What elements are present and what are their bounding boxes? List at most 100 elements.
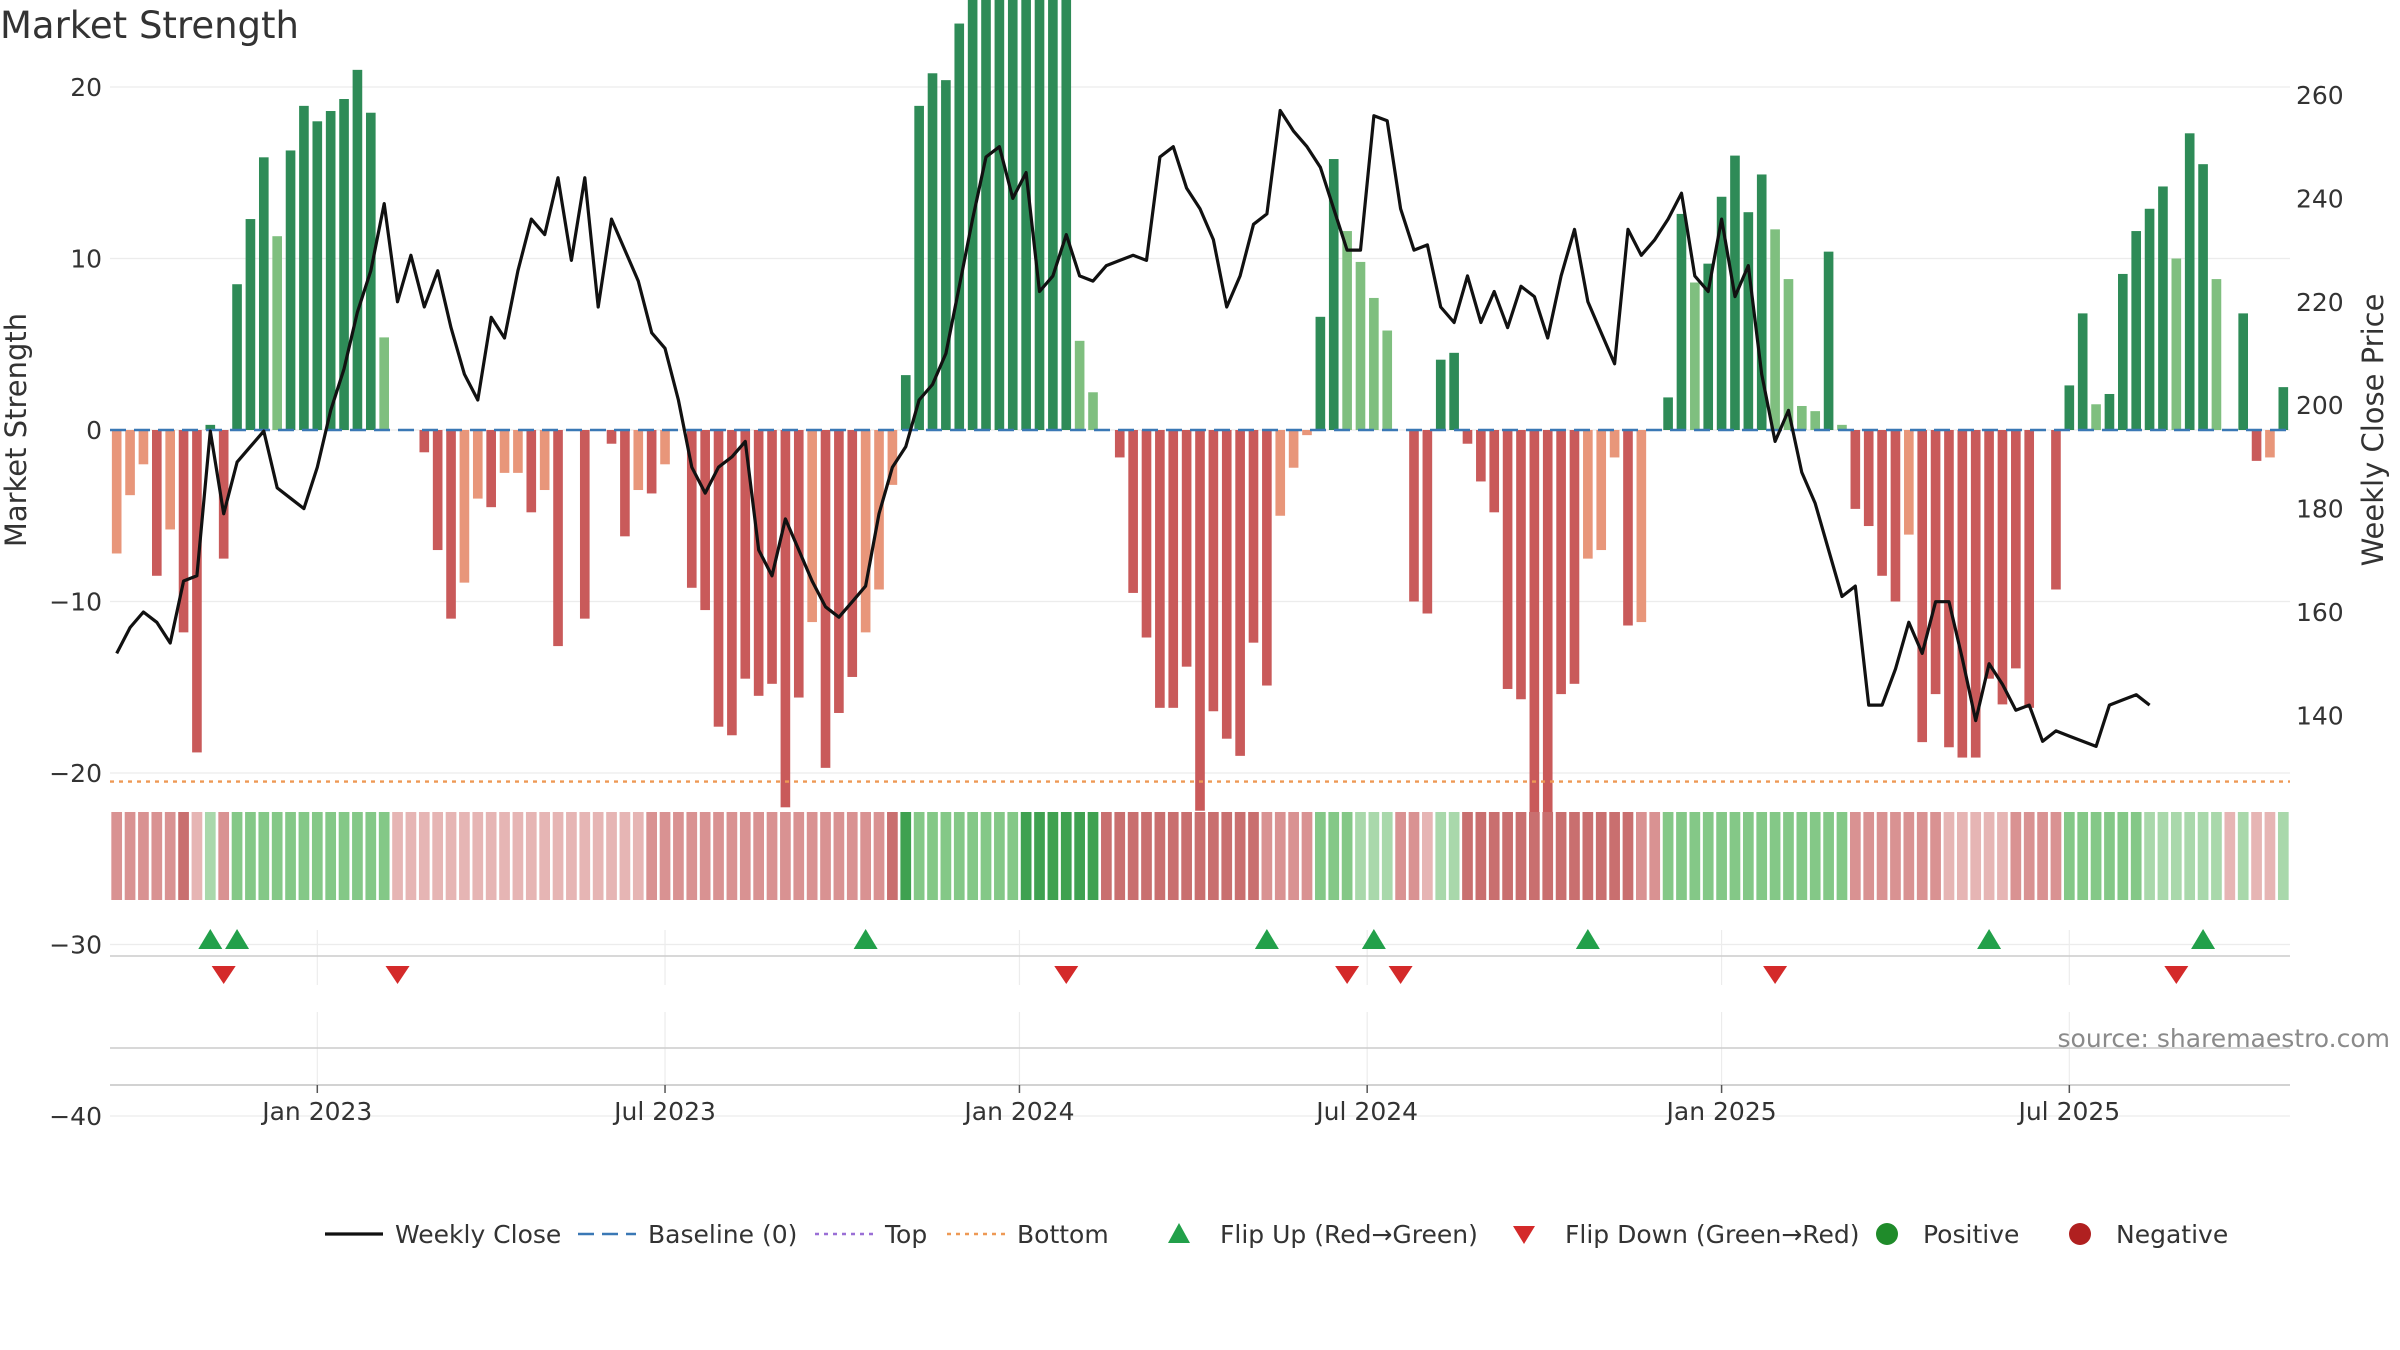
strength-bar — [1970, 430, 1981, 758]
strength-bar — [1770, 229, 1780, 430]
flip-markers-panel — [110, 929, 2290, 1049]
strength-bar — [2118, 273, 2128, 430]
state-cell — [1515, 812, 1527, 900]
flip-up-marker — [2191, 929, 2216, 949]
state-cell — [592, 812, 604, 900]
state-cell — [1502, 812, 1513, 900]
legend-swatch-flip-up — [1168, 1223, 1190, 1243]
state-cell — [566, 812, 577, 900]
state-cell — [1020, 812, 1032, 900]
flip-up-marker — [1254, 929, 1279, 949]
strength-bar — [499, 430, 510, 473]
strength-bar — [352, 69, 363, 430]
strength-bar — [1810, 411, 1821, 430]
strength-bar — [1583, 430, 1593, 559]
state-cell — [1060, 812, 1072, 900]
y-left-tick-label: −30 — [49, 931, 102, 960]
strength-bar — [807, 430, 817, 623]
strength-bar — [1904, 430, 1914, 535]
y-right-tick-label: 140 — [2296, 701, 2344, 730]
state-cell — [2251, 812, 2262, 900]
strength-bar — [686, 430, 697, 588]
state-cell — [1274, 812, 1286, 900]
strength-bar — [1716, 196, 1727, 430]
state-cell — [2157, 812, 2169, 900]
strength-bar — [727, 430, 737, 736]
state-cell — [2237, 812, 2249, 900]
close-line-layer — [115, 108, 2151, 749]
state-cell — [298, 812, 310, 900]
legend-item: Flip Up (Red→Green) — [1168, 1220, 1478, 1249]
strength-bar — [2171, 258, 2182, 430]
strength-bar — [125, 430, 135, 496]
strength-bar — [299, 105, 309, 431]
strength-bar — [1382, 330, 1393, 430]
strength-bar — [2158, 186, 2168, 430]
state-cell — [204, 812, 216, 900]
y-right-tick-label: 160 — [2296, 598, 2344, 627]
state-cell — [1569, 812, 1580, 900]
axes-layer: 403020100−10−20−30−402602402202001801601… — [49, 73, 2344, 1131]
strength-bar — [1355, 261, 1366, 430]
strength-bar — [927, 73, 938, 430]
state-cell — [459, 812, 470, 900]
strength-bar — [1422, 430, 1433, 614]
strength-bar — [579, 430, 590, 619]
strength-bar — [1007, 0, 1018, 430]
legend-label: Negative — [2116, 1220, 2228, 1249]
strength-bar — [2051, 430, 2061, 590]
legend-label: Weekly Close — [395, 1220, 561, 1249]
strength-bar — [1048, 0, 1058, 430]
state-cell — [1167, 812, 1179, 900]
state-cell — [1863, 812, 1875, 900]
strength-bar — [446, 430, 456, 619]
state-cell — [1970, 812, 1982, 900]
state-cell — [1983, 812, 1995, 900]
legend-swatch-flip-down — [1513, 1226, 1535, 1244]
strength-bar — [914, 105, 924, 431]
state-cell — [1234, 812, 1246, 900]
state-cell — [873, 812, 885, 900]
strength-bar — [1663, 397, 1673, 430]
strength-bar — [111, 430, 122, 554]
strength-bar — [1823, 251, 1834, 430]
strength-bar — [312, 121, 323, 431]
strength-bar — [941, 80, 951, 430]
state-cell — [512, 812, 524, 900]
legend-item: Baseline (0) — [578, 1220, 797, 1249]
state-cell — [1007, 812, 1019, 900]
flip-down-marker — [1335, 966, 1360, 984]
state-cell — [325, 812, 337, 900]
strength-bar — [1690, 282, 1700, 430]
legend-label: Bottom — [1017, 1220, 1109, 1249]
strength-bar — [192, 430, 202, 753]
state-cell — [2010, 812, 2022, 900]
strength-bar — [1128, 430, 1138, 593]
strength-bar — [1489, 430, 1500, 513]
strength-bar — [432, 430, 443, 551]
state-cell — [1903, 812, 1915, 900]
state-cell — [1261, 812, 1273, 900]
strength-bar — [1863, 430, 1874, 527]
strength-bar — [1756, 174, 1767, 430]
strength-bar — [553, 430, 563, 647]
state-cell — [138, 812, 149, 900]
state-cell — [245, 812, 256, 900]
strength-bar — [1676, 213, 1687, 430]
x-tick-label: Jul 2024 — [1314, 1097, 1418, 1126]
strength-bar — [2104, 393, 2115, 430]
state-cell — [994, 812, 1005, 900]
state-cell — [1288, 812, 1299, 900]
strength-bar — [1302, 430, 1312, 436]
strength-bar — [2265, 430, 2275, 458]
strength-bar — [1623, 430, 1633, 626]
state-cell — [285, 812, 296, 900]
state-cell — [485, 812, 497, 900]
flip-down-marker — [385, 966, 410, 984]
strength-bar — [1288, 430, 1299, 468]
state-cell — [311, 812, 323, 900]
state-cell — [1756, 812, 1768, 900]
x-tick-label: Jan 2025 — [1665, 1097, 1777, 1126]
state-cell — [1408, 812, 1420, 900]
